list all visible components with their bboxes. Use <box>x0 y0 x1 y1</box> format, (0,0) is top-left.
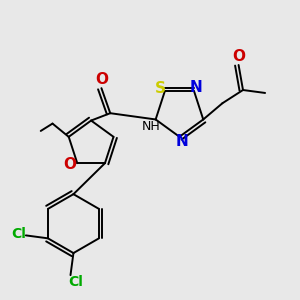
Text: Cl: Cl <box>68 275 83 290</box>
Text: O: O <box>63 157 76 172</box>
Text: Cl: Cl <box>11 227 26 241</box>
Text: O: O <box>232 49 245 64</box>
Text: S: S <box>155 81 166 96</box>
Text: N: N <box>189 80 202 94</box>
Text: NH: NH <box>142 120 161 133</box>
Text: N: N <box>176 134 189 149</box>
Text: O: O <box>95 72 108 87</box>
